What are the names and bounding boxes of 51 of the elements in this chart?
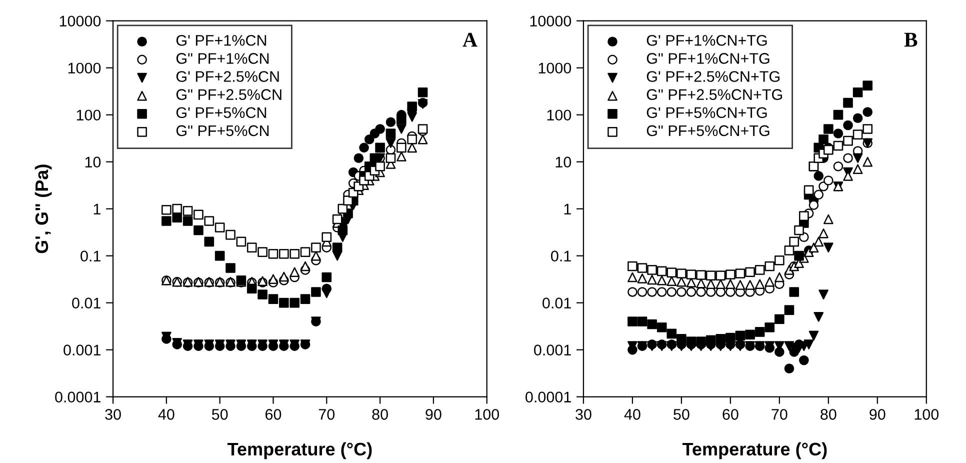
y-tick-label: 0.0001 — [55, 392, 100, 402]
chart-title: A — [462, 32, 478, 47]
x-tick-label: 90 — [426, 409, 442, 420]
y-tick-label: 1 — [564, 204, 571, 214]
x-axis-title: Temperature (°C) — [682, 442, 827, 460]
legend-label: G' PF+2.5%CN+TG — [646, 71, 780, 82]
y-tick-label: 0.1 — [551, 250, 571, 262]
legend-label: G" PF+2.5%CN — [176, 89, 282, 100]
y-tick-label: 10000 — [530, 16, 572, 27]
x-tick-label: 70 — [318, 409, 335, 420]
y-tick-label: 0.0001 — [526, 392, 571, 402]
y-axis-title: G', G" (Pa) — [34, 164, 52, 254]
y-tick-label: 100 — [76, 110, 101, 121]
x-tick-label: 30 — [105, 409, 121, 420]
y-tick-label: 10000 — [60, 16, 101, 27]
x-tick-label: 70 — [772, 409, 788, 420]
x-tick-label: 40 — [624, 409, 640, 420]
x-axis-title: Temperature (°C) — [227, 442, 372, 460]
x-tick-label: 60 — [266, 409, 282, 420]
legend-label: G" PF+5%CN — [176, 125, 269, 136]
y-tick-label: 1 — [94, 204, 100, 214]
y-tick-label: 1000 — [68, 62, 101, 74]
x-tick-label: 80 — [820, 409, 836, 420]
legend-label: G" PF+1%CN — [176, 53, 269, 64]
legend-label: G' PF+5%CN — [176, 107, 266, 118]
legend-label: G" PF+5%CN+TG — [646, 125, 770, 136]
chart-title: B — [904, 32, 918, 47]
x-tick-label: 50 — [674, 409, 690, 420]
x-tick-label: 50 — [212, 409, 228, 420]
y-tick-label: 1000 — [538, 62, 572, 74]
legend-label: G' PF+1%CN — [176, 34, 266, 46]
x-tick-label: 80 — [372, 409, 388, 420]
y-tick-label: 0.001 — [64, 344, 100, 356]
legend-label: G' PF+1%CN+TG — [646, 34, 767, 46]
y-tick-label: 0.1 — [80, 250, 100, 262]
legend-label: G' PF+5%CN+TG — [646, 107, 767, 118]
legend-label: G" PF+1%CN+TG — [646, 53, 770, 64]
y-tick-label: 100 — [547, 110, 572, 121]
x-tick-label: 100 — [475, 409, 500, 420]
x-tick-label: 30 — [576, 409, 592, 420]
y-tick-label: 10 — [556, 156, 572, 168]
y-tick-label: 0.001 — [534, 344, 571, 356]
legend-label: G' PF+2.5%CN — [176, 71, 279, 82]
x-tick-label: 60 — [722, 409, 738, 420]
y-tick-label: 0.01 — [542, 298, 571, 308]
y-tick-label: 0.01 — [72, 298, 100, 308]
x-tick-label: 90 — [870, 409, 886, 420]
x-tick-label: 40 — [158, 409, 174, 420]
legend-label: G" PF+2.5%CN+TG — [646, 89, 782, 100]
y-tick-label: 10 — [85, 156, 101, 168]
x-tick-label: 100 — [914, 409, 939, 420]
